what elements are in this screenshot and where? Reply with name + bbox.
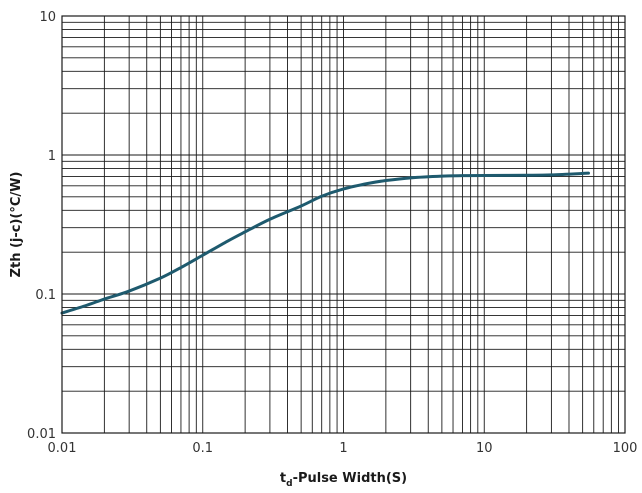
y-tick-label: 1 xyxy=(48,149,56,164)
x-axis-label-main: t xyxy=(280,471,286,486)
y-tick-label: 10 xyxy=(39,10,56,25)
x-tick-label: 1 xyxy=(339,441,347,456)
plot-frame xyxy=(61,15,626,434)
curve-layer xyxy=(60,171,590,315)
y-tick-label: 0.1 xyxy=(35,288,56,303)
x-axis-label: td-Pulse Width(S) xyxy=(280,471,407,489)
y-tick-label: 0.01 xyxy=(27,427,56,442)
x-tick-label: 100 xyxy=(613,441,638,456)
zth-curve-line xyxy=(60,171,590,315)
x-tick-label: 10 xyxy=(476,441,493,456)
x-tick-label: 0.1 xyxy=(192,441,213,456)
y-axis-label: Zth (j-c)(°C/W) xyxy=(9,172,24,278)
x-tick-labels: 0.01 0.1 1 10 100 xyxy=(48,441,638,456)
y-tick-labels: 0.01 0.1 1 10 xyxy=(27,10,56,442)
x-axis-label-rest: -Pulse Width(S) xyxy=(293,471,408,486)
x-tick-label: 0.01 xyxy=(48,441,77,456)
x-axis-label-subscript: d xyxy=(286,479,292,489)
grid xyxy=(62,16,625,433)
